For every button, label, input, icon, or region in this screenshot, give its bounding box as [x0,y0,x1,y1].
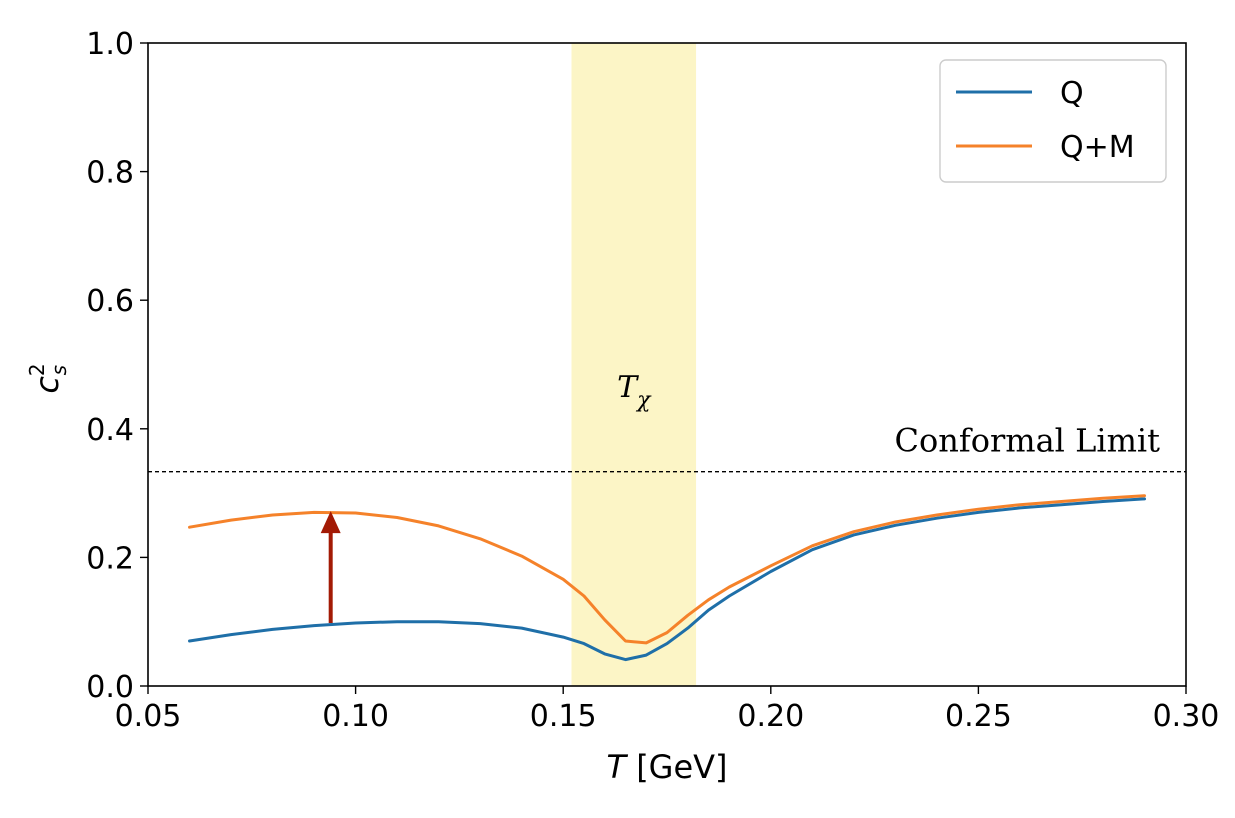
y-axis-label: c2s [25,363,71,393]
y-axis-variable: c [28,376,66,394]
increase-arrow-head [320,511,341,534]
conformal-limit-label: Conformal Limit [894,422,1160,460]
y-tick-label: 0.6 [86,284,134,319]
x-tick-label: 0.10 [322,699,389,734]
x-axis-unit: [GeV] [626,748,728,786]
x-tick-label: 0.15 [530,699,597,734]
series-line-q-m [188,494,1146,645]
y-tick-label: 0.8 [86,156,134,191]
legend: Q Q+M [939,59,1167,183]
chiral-temperature-label: Tχ [617,370,652,413]
y-tick-label: 1.0 [86,27,134,62]
x-tick-label: 0.20 [737,699,804,734]
legend-label: Q [1060,76,1084,111]
y-tick-label: 0.4 [86,413,134,448]
band-label-main: T [617,370,639,405]
band-label-sub: χ [635,388,652,413]
y-axis-superscript: 2 [25,363,49,376]
legend-label: Q+M [1060,130,1135,165]
x-axis-variable: T [606,748,628,786]
x-tick-label: 0.05 [115,699,182,734]
x-tick-label: 0.30 [1153,699,1220,734]
y-axis-subscript: s [47,365,71,375]
y-tick-label: 0.2 [86,541,134,576]
chiral-transition-band [571,43,697,686]
y-tick-label: 0.0 [86,670,134,705]
plot-frame [147,42,1187,687]
x-axis-label: T [GeV] [606,748,727,786]
series-line-q [188,497,1146,662]
x-tick-label: 0.25 [945,699,1012,734]
